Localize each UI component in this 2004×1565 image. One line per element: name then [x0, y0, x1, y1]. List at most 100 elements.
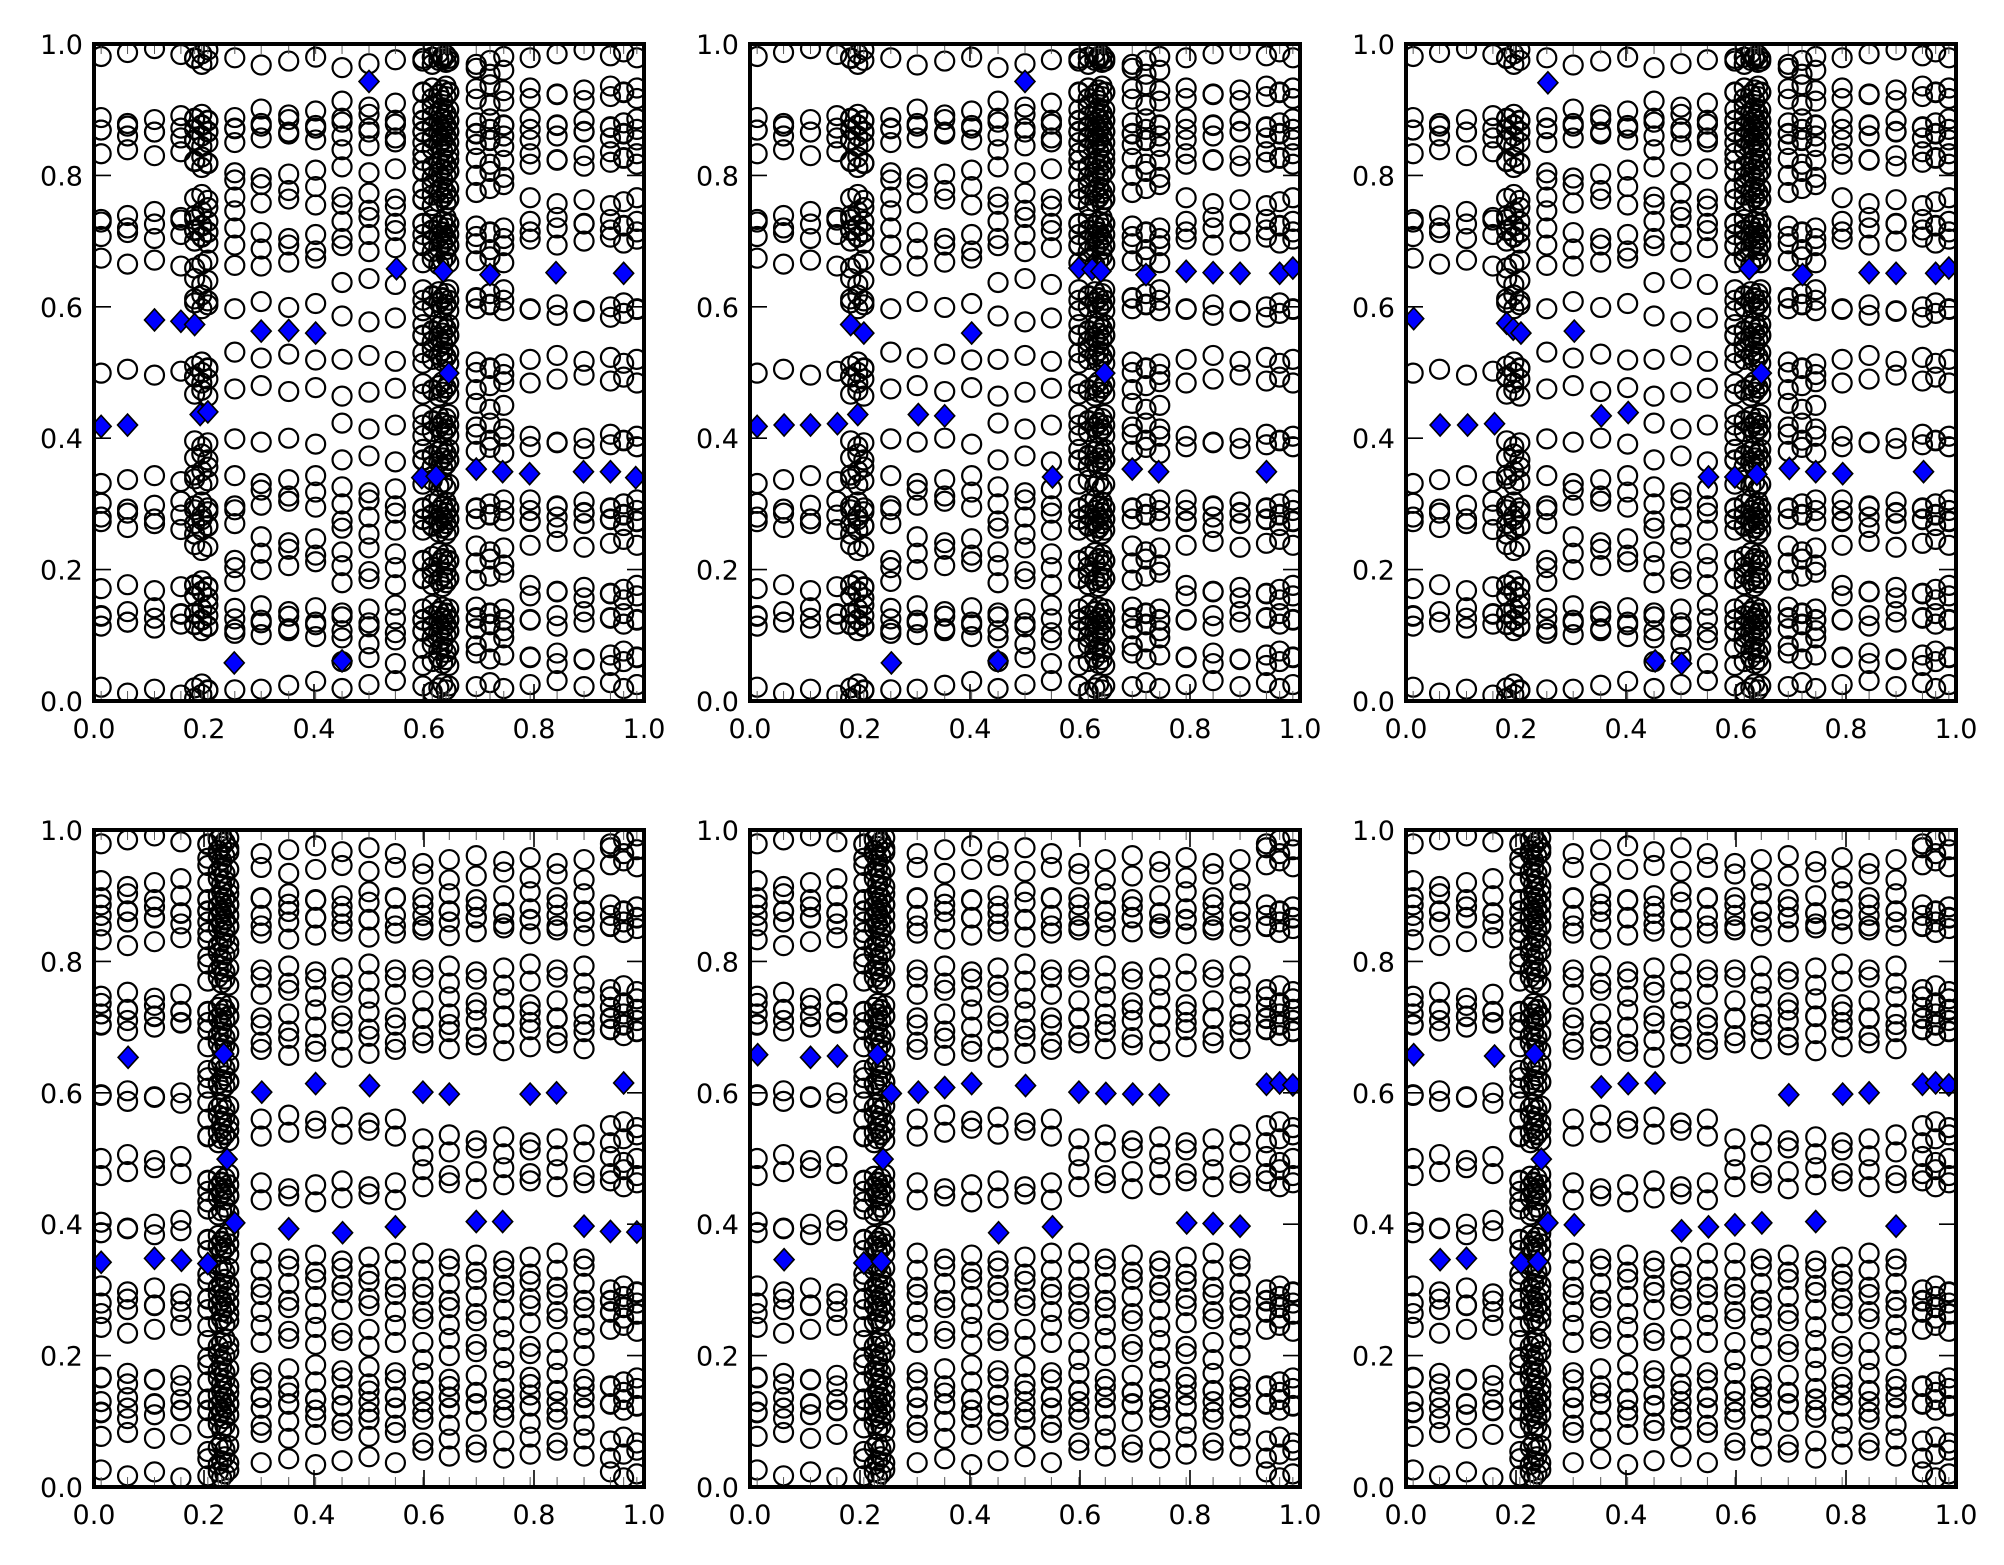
circle-point: [1121, 123, 1143, 145]
circle-point: [519, 129, 541, 151]
circle-point: [1040, 557, 1063, 579]
circle-point: [1094, 568, 1116, 590]
circle-point: [1747, 85, 1769, 108]
circle-point: [1777, 552, 1799, 574]
circle-point: [197, 152, 219, 175]
circle-point: [214, 919, 236, 942]
circle-point: [143, 830, 166, 847]
circle-point: [519, 143, 541, 165]
circle-point: [384, 350, 406, 372]
circle-point: [546, 652, 568, 675]
circle-point: [546, 1432, 568, 1454]
circle-point: [1040, 594, 1063, 616]
circle-point: [613, 613, 635, 635]
circle-point: [250, 915, 272, 937]
circle-point: [218, 1452, 240, 1474]
circle-point: [599, 894, 622, 916]
circle-point: [224, 597, 246, 619]
circle-point: [170, 885, 192, 907]
circle-point: [519, 1246, 541, 1268]
circle-point: [1149, 554, 1171, 576]
circle-point: [218, 974, 240, 996]
y-tick-label: 0.0: [696, 687, 739, 718]
circle-point: [874, 1185, 896, 1207]
circle-point: [874, 957, 896, 979]
circle-point: [278, 123, 300, 145]
circle-point: [331, 1395, 353, 1417]
x-tick-label: 0.0: [1385, 714, 1428, 745]
circle-point: [170, 1314, 192, 1336]
circle-point: [1670, 267, 1692, 290]
circle-point: [278, 955, 300, 977]
circle-point: [1040, 307, 1063, 329]
circle-point: [1696, 92, 1719, 114]
circle-point: [573, 145, 595, 167]
circle-point: [934, 1382, 956, 1404]
y-tick-label: 0.6: [40, 1079, 83, 1110]
circle-point: [1831, 348, 1853, 370]
diamond-point: [491, 459, 514, 484]
circle-point: [384, 608, 406, 630]
circle-point: [1805, 418, 1827, 440]
circle-point: [1750, 82, 1772, 104]
circle-point: [750, 992, 768, 1015]
circle-point: [1455, 227, 1478, 250]
circle-point: [438, 1428, 460, 1450]
circle-point: [305, 670, 327, 692]
circle-point: [1670, 96, 1692, 118]
circle-point: [546, 516, 568, 539]
circle-point: [1670, 53, 1692, 75]
plot-area: [94, 44, 644, 701]
circle-point: [358, 1390, 380, 1413]
circle-point: [1696, 629, 1719, 651]
circle-point: [197, 456, 219, 478]
circle-point: [218, 1233, 240, 1255]
circle-point: [412, 1276, 434, 1298]
circle-point: [1858, 506, 1880, 528]
circle-point: [438, 1021, 460, 1043]
circle-point: [143, 1224, 166, 1246]
circle-point: [1503, 379, 1525, 401]
x-tick-label: 0.0: [73, 1500, 116, 1531]
circle-point: [1617, 528, 1639, 550]
subplot-top-right: 0.0 0.2 0.4 0.6 0.8 1.00.00.20.40.60.81.0: [1352, 30, 1977, 745]
diamond-point: [599, 1219, 622, 1244]
circle-point: [358, 103, 380, 125]
circle-point: [1135, 74, 1157, 96]
circle-point: [1269, 112, 1291, 134]
circle-point: [1149, 363, 1171, 386]
circle-point: [1014, 560, 1036, 583]
y-tick-label: 0.6: [40, 293, 83, 324]
circle-point: [331, 235, 353, 257]
circle-point: [1938, 77, 1956, 99]
circle-point: [1617, 433, 1639, 455]
circle-point: [197, 470, 219, 492]
circle-point: [1135, 129, 1157, 152]
circle-point: [826, 983, 848, 1005]
circle-point: [847, 620, 869, 642]
circle-point: [465, 635, 487, 657]
circle-point: [772, 1421, 795, 1444]
circle-point: [250, 856, 272, 879]
circle-point: [412, 894, 434, 916]
diamond-series: [94, 69, 644, 676]
circle-point: [384, 478, 406, 500]
circle-point: [278, 1248, 300, 1270]
circle-point: [465, 1027, 487, 1049]
circle-point: [116, 204, 139, 227]
circle-point: [874, 883, 896, 905]
circle-point: [493, 917, 515, 939]
circle-point: [1911, 219, 1934, 241]
x-tick-label: 0.8: [513, 1500, 556, 1531]
circle-point: [1135, 504, 1157, 526]
circle-point: [1750, 289, 1772, 311]
x-tick-label: 0.6: [1059, 714, 1102, 745]
circle-point: [573, 1172, 595, 1194]
circle-point: [519, 511, 541, 533]
circle-point: [493, 279, 515, 301]
circle-point: [772, 502, 795, 524]
circle-point: [546, 217, 568, 239]
circle-point: [305, 544, 327, 566]
circle-point: [874, 1404, 896, 1426]
circle-point: [465, 351, 487, 373]
